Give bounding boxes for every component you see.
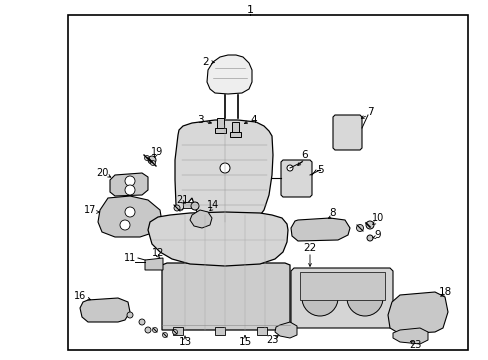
Text: 18: 18 (437, 287, 451, 297)
Circle shape (366, 235, 372, 241)
Text: 5: 5 (316, 165, 323, 175)
Text: 11: 11 (123, 253, 136, 263)
Text: 10: 10 (371, 213, 384, 223)
Circle shape (302, 280, 337, 316)
Text: 17: 17 (83, 205, 96, 215)
Circle shape (139, 319, 145, 325)
Circle shape (145, 327, 151, 333)
Text: 14: 14 (206, 200, 219, 210)
Text: 7: 7 (366, 107, 372, 117)
Circle shape (144, 156, 149, 161)
Polygon shape (110, 173, 148, 196)
Polygon shape (274, 322, 296, 338)
Circle shape (125, 185, 135, 195)
Text: 12: 12 (151, 248, 164, 258)
Bar (229, 132, 241, 137)
Bar (173, 327, 183, 335)
Circle shape (172, 329, 177, 334)
Circle shape (148, 156, 156, 164)
Circle shape (120, 220, 130, 230)
Circle shape (127, 312, 133, 318)
Polygon shape (148, 212, 287, 266)
Text: 6: 6 (301, 150, 307, 160)
Polygon shape (258, 215, 271, 238)
Circle shape (220, 163, 229, 173)
Bar (231, 122, 239, 132)
Polygon shape (80, 298, 130, 322)
Text: 13: 13 (178, 337, 191, 347)
Bar (215, 327, 224, 335)
Polygon shape (175, 120, 272, 225)
Circle shape (356, 225, 363, 231)
Polygon shape (290, 218, 349, 241)
Bar (257, 327, 266, 335)
Polygon shape (392, 328, 427, 344)
Text: 19: 19 (151, 147, 163, 157)
Polygon shape (290, 268, 392, 328)
Polygon shape (206, 55, 251, 94)
Text: 4: 4 (250, 115, 257, 125)
Text: 8: 8 (329, 208, 336, 218)
Bar (183, 202, 197, 208)
Polygon shape (98, 196, 162, 237)
Circle shape (346, 280, 382, 316)
Bar (215, 128, 225, 133)
Text: 1: 1 (246, 5, 253, 15)
Circle shape (162, 333, 167, 338)
Circle shape (150, 161, 155, 166)
Text: 3: 3 (196, 115, 203, 125)
Polygon shape (387, 292, 447, 334)
Circle shape (191, 202, 199, 210)
Text: 15: 15 (238, 337, 251, 347)
Circle shape (286, 165, 292, 171)
Circle shape (125, 207, 135, 217)
Polygon shape (190, 210, 212, 228)
Polygon shape (162, 263, 289, 330)
Polygon shape (281, 160, 311, 197)
Circle shape (365, 221, 373, 229)
Circle shape (174, 205, 180, 211)
Text: 16: 16 (74, 291, 86, 301)
Polygon shape (332, 115, 361, 150)
Circle shape (152, 328, 157, 333)
Bar (299, 272, 384, 300)
Text: 20: 20 (96, 168, 108, 178)
Text: 21: 21 (176, 195, 188, 205)
Text: 23: 23 (265, 335, 278, 345)
Text: 9: 9 (374, 230, 381, 240)
Bar (217, 118, 224, 128)
Polygon shape (145, 258, 163, 270)
Circle shape (125, 176, 135, 186)
Text: 22: 22 (303, 243, 316, 253)
Bar (68, 15, 467, 350)
Text: 2: 2 (202, 57, 209, 67)
Text: 23: 23 (408, 340, 420, 350)
